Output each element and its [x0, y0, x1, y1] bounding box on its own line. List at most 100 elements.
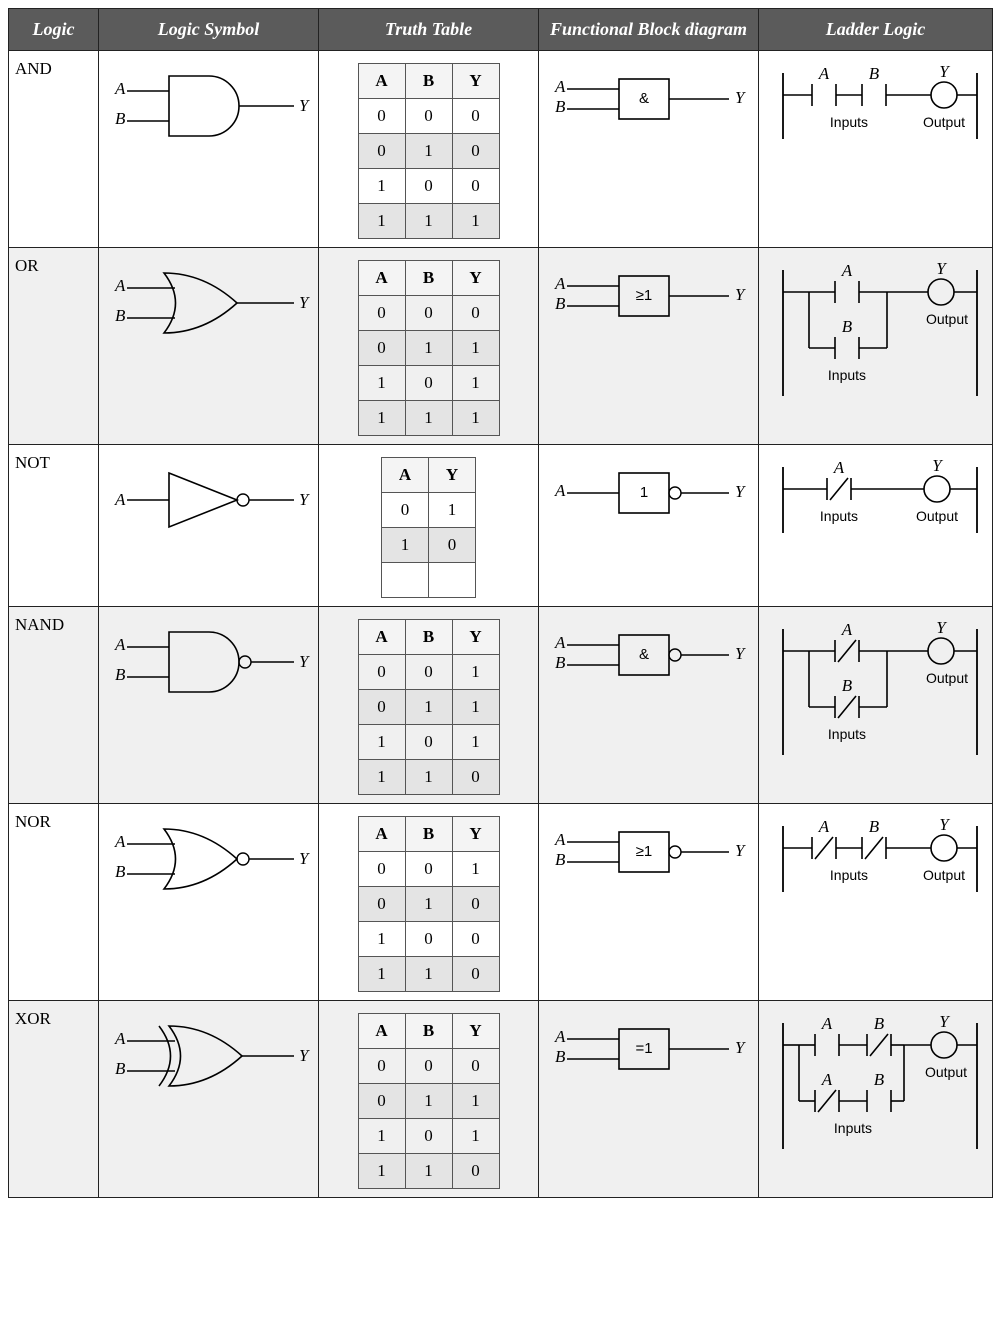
tt-row: 001 — [358, 655, 499, 690]
cell-func: A B ≥1 Y — [539, 804, 759, 1001]
tt-row: 101 — [358, 366, 499, 401]
tt-cell: 1 — [358, 1119, 405, 1154]
tt-row: 000 — [358, 99, 499, 134]
tt-cell: 1 — [452, 655, 499, 690]
svg-text:A: A — [114, 832, 126, 851]
tt-cell: 1 — [405, 1154, 452, 1189]
svg-text:B: B — [115, 109, 126, 128]
tt-col: Y — [452, 817, 499, 852]
svg-text:&: & — [639, 90, 649, 107]
svg-text:=1: =1 — [635, 1040, 652, 1057]
svg-text:B: B — [555, 850, 566, 869]
cell-func: A 1 Y — [539, 445, 759, 607]
tt-row: 011 — [358, 1084, 499, 1119]
svg-text:B: B — [869, 64, 880, 83]
svg-text:B: B — [555, 97, 566, 116]
tt-row: 011 — [358, 690, 499, 725]
tt-cell: 0 — [405, 169, 452, 204]
tt-cell: 0 — [382, 493, 429, 528]
tt-cell: 0 — [452, 1049, 499, 1084]
tt-col: A — [358, 1014, 405, 1049]
svg-text:≥1: ≥1 — [636, 843, 653, 860]
tt-row: 111 — [358, 204, 499, 239]
svg-text:B: B — [115, 1059, 126, 1078]
header-symbol: Logic Symbol — [99, 9, 319, 51]
svg-text:B: B — [115, 306, 126, 325]
gate-row: NAND A B Y ABY001011101110 A B & Y — [9, 607, 993, 804]
tt-row: 011 — [358, 331, 499, 366]
tt-cell: 0 — [358, 134, 405, 169]
gate-row: AND A B Y ABY000010100111 A B & Y — [9, 51, 993, 248]
tt-cell: 0 — [358, 1084, 405, 1119]
tt-cell: 0 — [405, 1049, 452, 1084]
svg-text:B: B — [555, 1047, 566, 1066]
truth-table: ABY000011101110 — [358, 1013, 500, 1189]
tt-row: 110 — [358, 957, 499, 992]
svg-text:Output: Output — [916, 508, 958, 524]
tt-col: Y — [452, 64, 499, 99]
svg-text:Y: Y — [939, 815, 950, 834]
gate-name: AND — [9, 51, 99, 248]
tt-row: 110 — [358, 760, 499, 795]
gate-symbol-svg: A B Y — [109, 1011, 314, 1101]
tt-cell: 1 — [405, 134, 452, 169]
truth-table: ABY001010100110 — [358, 816, 500, 992]
tt-col: B — [405, 64, 452, 99]
tt-row: 101 — [358, 1119, 499, 1154]
ladder-svg: A B Y A BInputs Output — [769, 1011, 991, 1161]
svg-text:A: A — [821, 1070, 833, 1089]
svg-text:Y: Y — [735, 644, 746, 663]
tt-cell: 0 — [452, 1154, 499, 1189]
tt-cell: 0 — [405, 1119, 452, 1154]
svg-text:A: A — [841, 261, 853, 280]
tt-col: A — [358, 64, 405, 99]
tt-cell: 1 — [358, 760, 405, 795]
cell-symbol: A B Y — [99, 607, 319, 804]
tt-cell: 1 — [382, 528, 429, 563]
tt-cell: 0 — [429, 528, 476, 563]
tt-cell: 1 — [358, 169, 405, 204]
ladder-svg: A B YInputs Output — [769, 61, 991, 151]
svg-text:Y: Y — [299, 849, 310, 868]
cell-func: A B =1 Y — [539, 1001, 759, 1198]
tt-col: B — [405, 1014, 452, 1049]
ladder-svg: A Y BInputs Output — [769, 617, 991, 767]
cell-symbol: A B Y — [99, 248, 319, 445]
tt-row: 110 — [358, 1154, 499, 1189]
svg-text:A: A — [554, 1027, 566, 1046]
svg-text:B: B — [555, 653, 566, 672]
svg-text:Y: Y — [735, 841, 746, 860]
tt-col: Y — [429, 458, 476, 493]
cell-symbol: A B Y — [99, 1001, 319, 1198]
cell-ladder: A Y BInputs Output — [759, 607, 993, 804]
tt-cell: 1 — [452, 401, 499, 436]
svg-text:A: A — [554, 274, 566, 293]
svg-text:Y: Y — [939, 1012, 950, 1031]
cell-truth: AY0110 — [319, 445, 539, 607]
truth-table: ABY001011101110 — [358, 619, 500, 795]
tt-row: 000 — [358, 296, 499, 331]
tt-cell: 0 — [358, 852, 405, 887]
tt-cell: 0 — [358, 1049, 405, 1084]
logic-gates-table: Logic Logic Symbol Truth Table Functiona… — [8, 8, 993, 1198]
gate-name: NOR — [9, 804, 99, 1001]
gate-name: OR — [9, 248, 99, 445]
tt-col: A — [382, 458, 429, 493]
svg-text:Y: Y — [939, 62, 950, 81]
tt-cell: 1 — [358, 366, 405, 401]
gate-name: XOR — [9, 1001, 99, 1198]
cell-truth: ABY000011101111 — [319, 248, 539, 445]
tt-cell: 0 — [358, 655, 405, 690]
tt-cell: 1 — [452, 852, 499, 887]
svg-text:A: A — [114, 276, 126, 295]
cell-func: A B & Y — [539, 607, 759, 804]
tt-cell: 0 — [405, 99, 452, 134]
cell-symbol: A B Y — [99, 804, 319, 1001]
svg-text:B: B — [115, 862, 126, 881]
tt-cell: 0 — [452, 99, 499, 134]
gate-symbol-svg: A B Y — [109, 617, 314, 707]
tt-cell: 1 — [452, 204, 499, 239]
svg-text:1: 1 — [640, 484, 648, 501]
tt-cell: 1 — [452, 690, 499, 725]
tt-col: Y — [452, 620, 499, 655]
